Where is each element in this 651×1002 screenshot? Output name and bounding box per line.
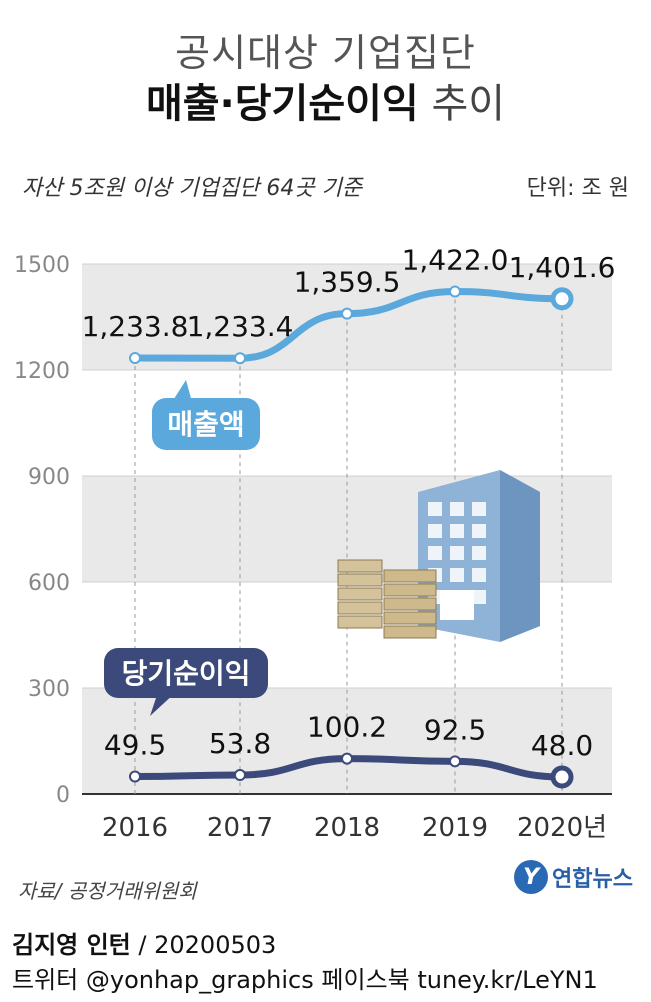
- logo-mark-icon: Y: [514, 860, 549, 894]
- data-label: 92.5: [424, 713, 486, 746]
- money-stack-icon: [383, 597, 437, 611]
- data-point: [550, 287, 574, 311]
- data-label: 1,401.6: [509, 251, 616, 284]
- author-name: 김지영 인턴: [12, 931, 131, 959]
- data-label: 1,422.0: [402, 244, 509, 277]
- money-stack-icon: [337, 559, 383, 573]
- money-stack-icon: [337, 615, 383, 629]
- subtitle: 자산 5조원 이상 기업집단 64곳 기준: [22, 176, 363, 201]
- x-tick-label: 2017: [207, 813, 273, 840]
- building-window: [472, 524, 486, 538]
- legend-badge: [104, 648, 268, 698]
- money-stack-icon: [337, 587, 383, 601]
- data-label: 100.2: [307, 711, 387, 744]
- legend-badge-tail: [150, 692, 176, 716]
- money-stack-icon: [337, 601, 383, 615]
- building-window: [428, 502, 442, 516]
- building-window: [472, 502, 486, 516]
- author-line: 김지영 인턴 / 20200503: [12, 925, 276, 960]
- title-line1: 공시대상 기업집단: [175, 31, 476, 75]
- money-stack-icon: [383, 611, 437, 625]
- legend-badge-tail: [172, 380, 192, 402]
- y-tick-label: 0: [56, 783, 70, 808]
- data-label: 1,233.4: [187, 310, 294, 343]
- money-stack-icon: [383, 583, 437, 597]
- legend-label: 당기순이익: [122, 657, 251, 690]
- title-bold: 매출·당기순이익: [145, 81, 419, 127]
- data-label: 1,359.5: [294, 266, 401, 299]
- legend-label: 매출액: [167, 408, 244, 441]
- yonhap-logo: Y 연합뉴스: [514, 860, 633, 894]
- line-chart: 0 300 600 900 1200 1500 2016 2017 2018 2019 2020년 1…: [14, 244, 616, 840]
- building-window: [428, 524, 442, 538]
- building-window: [450, 568, 464, 582]
- logo-name: 연합뉴스: [552, 867, 633, 892]
- y-tick-label: 300: [28, 677, 70, 702]
- data-point: [550, 765, 574, 789]
- building-side: [500, 470, 540, 642]
- building-window: [450, 546, 464, 560]
- data-point: [129, 352, 141, 365]
- y-tick-label: 600: [28, 571, 70, 596]
- data-point: [234, 352, 246, 365]
- data-point: [449, 285, 461, 298]
- x-tick-label: 2020년: [517, 813, 607, 840]
- building-door: [440, 590, 474, 620]
- building-window: [450, 524, 464, 538]
- x-tick-label: 2016: [102, 813, 168, 840]
- y-tick-label: 1500: [14, 253, 70, 278]
- data-label: 49.5: [104, 729, 166, 762]
- author-date: / 20200503: [130, 931, 277, 959]
- money-stack-icon: [383, 569, 437, 583]
- building-window: [472, 590, 486, 604]
- data-label: 1,233.8: [82, 310, 189, 343]
- data-point: [234, 768, 246, 781]
- source-note: 자료/ 공정거래위원회: [18, 879, 197, 903]
- y-tick-label: 900: [28, 465, 70, 490]
- data-point: [129, 770, 141, 783]
- unit-label: 단위: 조 원: [526, 176, 629, 201]
- money-stack-icon: [383, 625, 437, 639]
- social-links: 트위터 @yonhap_graphics 페이스북 tuney.kr/LeYN1: [12, 966, 598, 994]
- data-label: 48.0: [531, 729, 593, 762]
- y-tick-label: 1200: [14, 359, 70, 384]
- x-tick-label: 2018: [314, 813, 380, 840]
- building-window: [428, 546, 442, 560]
- building-window: [450, 502, 464, 516]
- data-label: 53.8: [209, 727, 271, 760]
- x-tick-label: 2019: [422, 813, 488, 840]
- data-point: [341, 307, 353, 320]
- data-point: [449, 755, 461, 768]
- building-window: [472, 568, 486, 582]
- data-point: [341, 752, 353, 765]
- title-line2: 매출·당기순이익 추이: [0, 80, 651, 128]
- building-window: [472, 546, 486, 560]
- legend-badge: [152, 398, 260, 450]
- title-light: 추이: [418, 81, 506, 127]
- money-stack-icon: [337, 573, 383, 587]
